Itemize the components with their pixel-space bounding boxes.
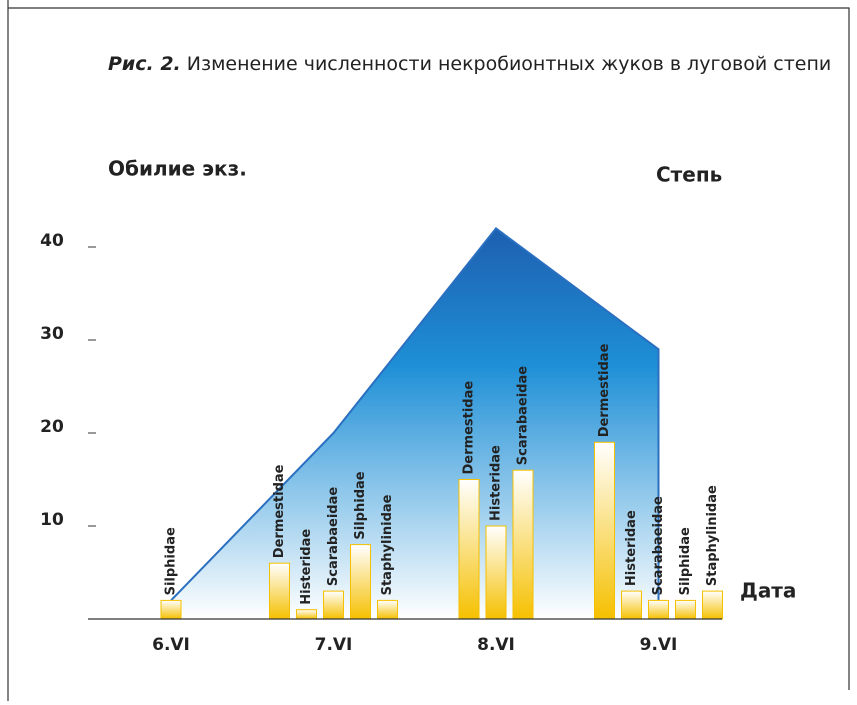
- bar-label: Silphidae: [678, 527, 693, 595]
- bar-label: Dermestidae: [597, 343, 612, 437]
- bar-label: Scarabaeidae: [651, 496, 666, 595]
- area: [171, 228, 659, 619]
- x-axis-label: Дата: [740, 579, 796, 603]
- y-tick-label: 20: [40, 417, 64, 437]
- bar: [160, 599, 182, 620]
- bar-label: Dermestidae: [462, 381, 477, 475]
- x-tick-label: 9.VI: [640, 635, 678, 655]
- y-axis-label: Обилие экз.: [108, 157, 247, 181]
- bar: [702, 590, 723, 620]
- x-tick-label: 8.VI: [477, 635, 515, 655]
- bar-label: Histeridae: [299, 529, 314, 605]
- bar-label: Silphidae: [353, 471, 368, 539]
- bar: [458, 479, 480, 620]
- bar-label: Scarabaeidae: [326, 487, 341, 586]
- chart-title: Рис. 2. Изменение численности некробионтн…: [108, 53, 831, 75]
- bar: [594, 441, 615, 620]
- bar-label: Staphylinidae: [705, 485, 720, 586]
- bar: [296, 609, 317, 620]
- bar: [323, 590, 344, 620]
- frame: [7, 0, 850, 701]
- bar: [350, 544, 371, 620]
- area-label: Степь: [656, 163, 722, 187]
- bar: [485, 525, 507, 620]
- bar: [648, 599, 669, 620]
- bar-label: Silphidae: [164, 527, 179, 595]
- bar-label: Staphylinidae: [380, 494, 395, 595]
- bar: [377, 599, 398, 620]
- bar-label: Histeridae: [624, 510, 639, 586]
- y-tick-label: 10: [40, 510, 64, 530]
- y-tick-label: 30: [40, 324, 64, 344]
- title-text: Изменение численности некробионтных жуко…: [187, 53, 831, 75]
- x-tick-label: 6.VI: [152, 635, 190, 655]
- bar-label: Histeridae: [489, 445, 504, 521]
- bar: [269, 562, 290, 620]
- bar: [621, 590, 642, 620]
- bar-label: Dermestidae: [272, 464, 287, 558]
- bar-label: Scarabaeidae: [516, 366, 531, 465]
- y-tick-label: 40: [40, 231, 64, 251]
- x-tick-label: 7.VI: [315, 635, 353, 655]
- bar: [512, 469, 534, 620]
- area-line: [170, 227, 660, 619]
- bar: [675, 599, 696, 620]
- title-label: Рис. 2.: [108, 53, 181, 75]
